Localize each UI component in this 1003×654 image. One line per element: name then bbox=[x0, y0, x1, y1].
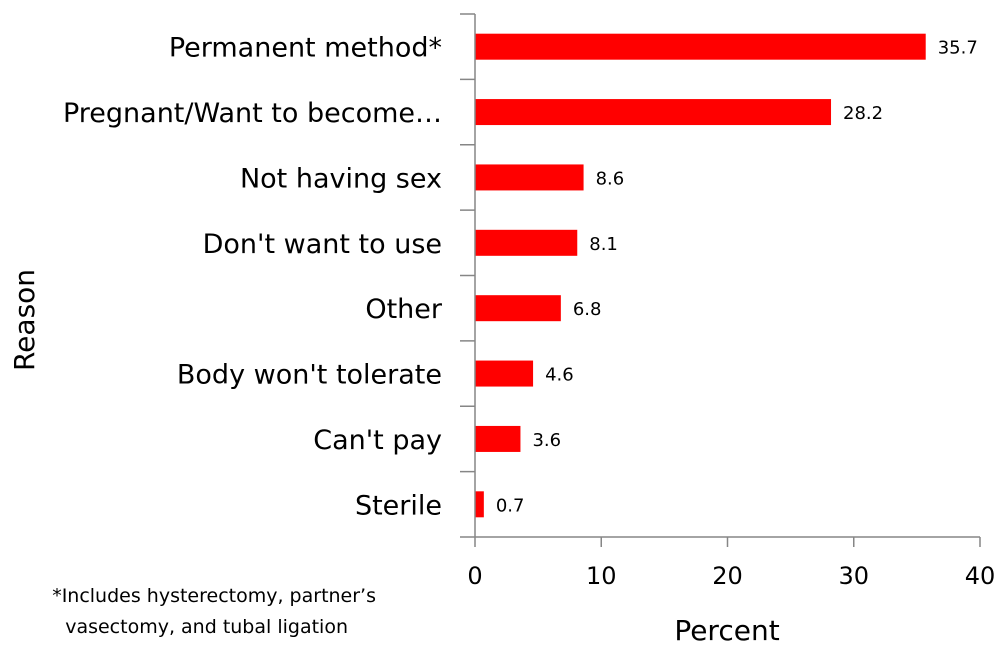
value-label-5: 6.8 bbox=[573, 299, 602, 320]
value-label-7: 3.6 bbox=[532, 430, 561, 451]
bar-1 bbox=[475, 33, 926, 60]
value-labels-group: 35.7 28.2 8.6 8.1 6.8 4.6 3.6 0.7 bbox=[496, 38, 978, 517]
bar-3 bbox=[475, 164, 584, 191]
value-label-6: 4.6 bbox=[545, 365, 574, 386]
category-label-8: Sterile bbox=[355, 490, 442, 521]
category-labels-group: Permanent method* Pregnant/Want to become… bbox=[63, 33, 443, 522]
bar-4 bbox=[475, 229, 578, 256]
category-label-6: Body won't tolerate bbox=[177, 360, 442, 391]
bars-group bbox=[475, 33, 926, 518]
bar-7 bbox=[475, 425, 521, 452]
category-label-5: Other bbox=[365, 294, 443, 325]
x-axis-title: Percent bbox=[674, 614, 779, 647]
value-label-3: 8.6 bbox=[596, 168, 625, 189]
category-label-7: Can't pay bbox=[313, 425, 442, 456]
bar-2 bbox=[475, 99, 832, 126]
y-ticks-group bbox=[460, 13, 475, 538]
x-tick-label-30: 30 bbox=[838, 562, 869, 590]
x-tick-label-0: 0 bbox=[467, 562, 482, 590]
category-label-3: Not having sex bbox=[240, 163, 442, 194]
value-label-8: 0.7 bbox=[496, 495, 525, 516]
value-label-2: 28.2 bbox=[843, 103, 883, 124]
x-ticks-group: 0 10 20 30 40 bbox=[467, 537, 995, 590]
value-label-1: 35.7 bbox=[938, 38, 978, 59]
x-tick-label-20: 20 bbox=[712, 562, 743, 590]
category-label-2: Pregnant/Want to become… bbox=[63, 98, 442, 129]
y-axis-title: Reason bbox=[8, 269, 41, 371]
bar-8 bbox=[475, 491, 484, 518]
x-tick-label-40: 40 bbox=[965, 562, 996, 590]
category-label-4: Don't want to use bbox=[203, 229, 442, 260]
x-tick-label-10: 10 bbox=[586, 562, 617, 590]
value-label-4: 8.1 bbox=[589, 234, 618, 255]
category-label-1: Permanent method* bbox=[169, 33, 442, 64]
bar-5 bbox=[475, 295, 561, 322]
footnote-line-2: vasectomy, and tubal ligation bbox=[65, 616, 348, 638]
axes-group bbox=[474, 14, 980, 538]
bar-6 bbox=[475, 360, 534, 387]
footnote-line-1: *Includes hysterectomy, partner’s bbox=[52, 585, 376, 607]
